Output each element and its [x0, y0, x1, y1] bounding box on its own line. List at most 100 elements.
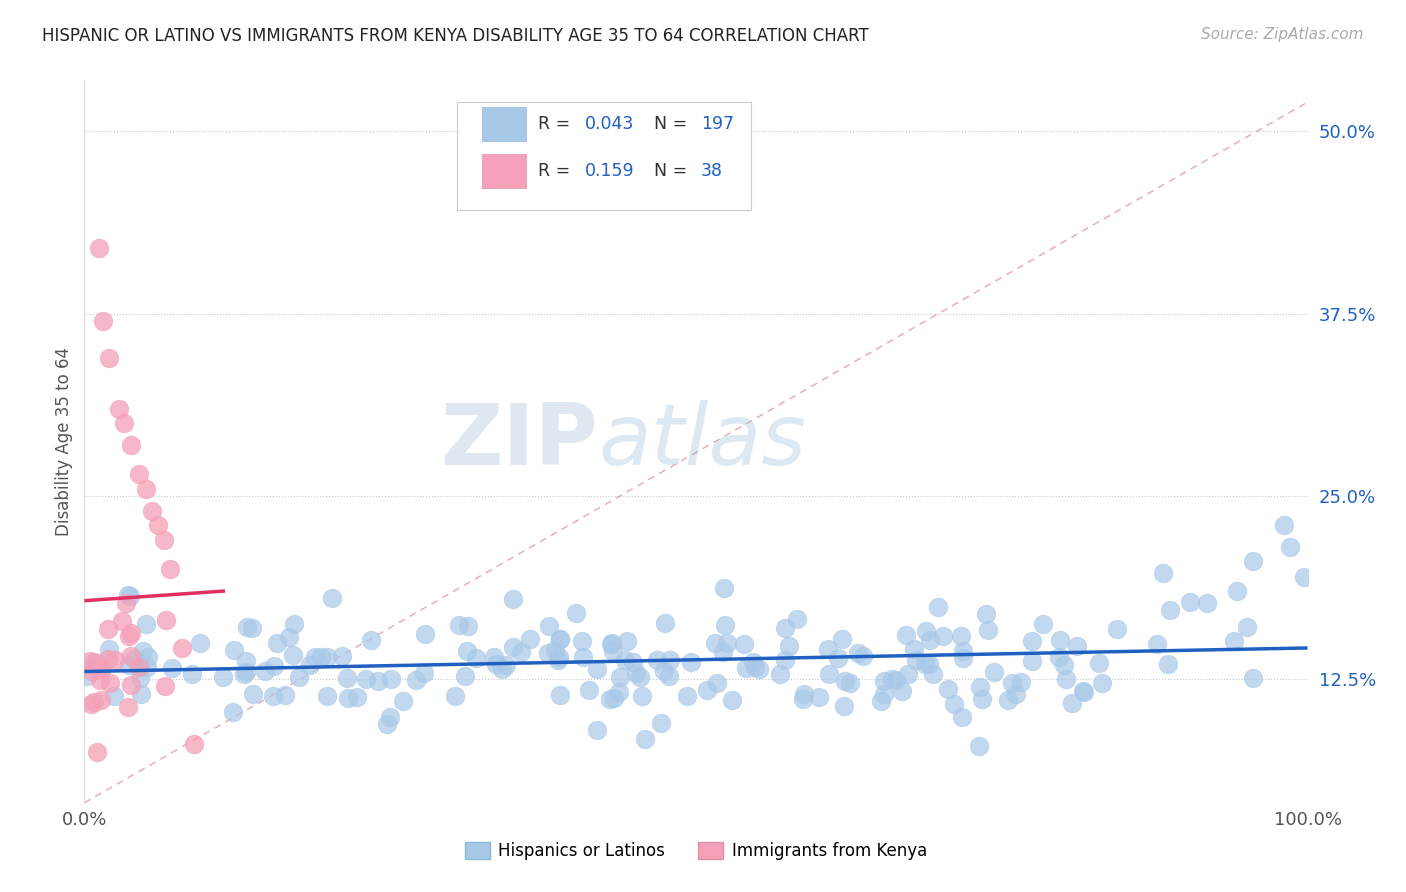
Point	[873, 673, 896, 688]
Point	[97, 652, 120, 666]
Point	[141, 504, 163, 518]
Point	[112, 417, 135, 431]
Point	[870, 693, 893, 707]
Point	[354, 672, 377, 686]
Point	[548, 689, 571, 703]
Point	[240, 621, 263, 635]
Text: ZIP: ZIP	[440, 400, 598, 483]
Point	[696, 683, 718, 698]
Point	[83, 656, 105, 670]
Point	[392, 694, 415, 708]
Point	[107, 401, 129, 416]
Point	[614, 653, 637, 667]
Point	[658, 668, 681, 682]
Point	[578, 682, 600, 697]
Point	[91, 314, 114, 328]
Point	[316, 689, 339, 703]
Point	[714, 617, 737, 632]
Point	[571, 634, 593, 648]
Text: R =: R =	[538, 162, 576, 180]
Point	[153, 533, 176, 547]
Text: R =: R =	[538, 115, 576, 133]
Point	[138, 649, 160, 664]
Point	[283, 616, 305, 631]
Point	[1159, 602, 1181, 616]
Point	[1178, 595, 1201, 609]
Point	[453, 668, 475, 682]
Point	[170, 640, 193, 655]
Point	[1066, 639, 1088, 653]
Point	[235, 665, 257, 679]
Point	[624, 665, 647, 680]
Point	[1073, 684, 1095, 698]
Point	[278, 630, 301, 644]
Point	[89, 673, 111, 688]
Point	[817, 641, 839, 656]
Point	[315, 650, 337, 665]
Point	[129, 660, 152, 674]
Point	[510, 644, 533, 658]
Point	[1236, 620, 1258, 634]
FancyBboxPatch shape	[482, 154, 526, 187]
Point	[181, 667, 204, 681]
Point	[1226, 583, 1249, 598]
Point	[304, 649, 326, 664]
Point	[146, 518, 169, 533]
Point	[1073, 685, 1095, 699]
Point	[121, 678, 143, 692]
Point	[367, 674, 389, 689]
Point	[117, 629, 139, 643]
Point	[222, 642, 245, 657]
Point	[713, 581, 735, 595]
Text: 197: 197	[700, 115, 734, 133]
Point	[839, 675, 862, 690]
Point	[1157, 657, 1180, 672]
Point	[104, 653, 127, 667]
Point	[544, 643, 567, 657]
Point	[609, 670, 631, 684]
Point	[266, 636, 288, 650]
Point	[969, 739, 991, 753]
Point	[1272, 518, 1295, 533]
Point	[120, 438, 142, 452]
Point	[927, 599, 949, 614]
Point	[235, 620, 257, 634]
Point	[706, 676, 728, 690]
Y-axis label: Disability Age 35 to 64: Disability Age 35 to 64	[55, 347, 73, 536]
Point	[111, 615, 134, 629]
Point	[120, 589, 142, 603]
Point	[1010, 674, 1032, 689]
Point	[80, 664, 103, 678]
Point	[915, 624, 938, 639]
Point	[654, 616, 676, 631]
Point	[90, 660, 112, 674]
Point	[631, 689, 654, 703]
Point	[827, 651, 849, 665]
Point	[298, 658, 321, 673]
Point	[183, 738, 205, 752]
Point	[103, 689, 125, 703]
Point	[676, 689, 699, 703]
Point	[117, 700, 139, 714]
Text: atlas: atlas	[598, 400, 806, 483]
Point	[122, 651, 145, 665]
Point	[793, 687, 815, 701]
Point	[120, 626, 142, 640]
Point	[659, 653, 682, 667]
Point	[235, 654, 257, 668]
Point	[242, 687, 264, 701]
Point	[413, 627, 436, 641]
Point	[720, 693, 742, 707]
Point	[704, 636, 727, 650]
Point	[464, 651, 486, 665]
Point	[1241, 554, 1264, 568]
Point	[773, 621, 796, 635]
Point	[918, 657, 941, 671]
Point	[502, 591, 524, 606]
Point	[807, 690, 830, 704]
Point	[129, 687, 152, 701]
Point	[128, 467, 150, 482]
Point	[997, 693, 1019, 707]
Point	[792, 692, 814, 706]
Point	[87, 662, 110, 676]
